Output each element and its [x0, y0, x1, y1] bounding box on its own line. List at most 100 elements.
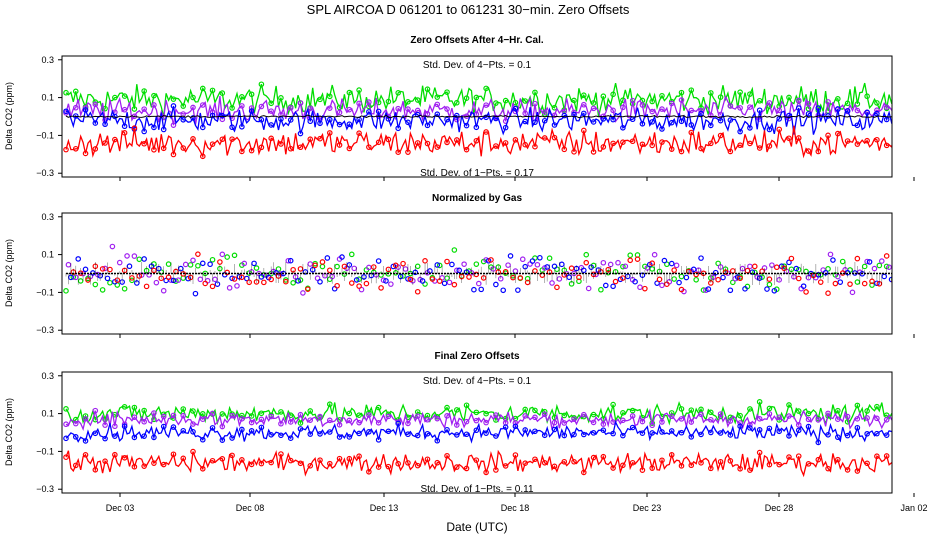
data-point-blue — [515, 287, 521, 293]
data-point-green — [546, 255, 553, 262]
data-point-red — [429, 276, 436, 282]
data-point-purple — [483, 102, 489, 108]
data-point-purple — [405, 420, 411, 427]
data-point-blue — [629, 424, 636, 431]
data-point-blue — [668, 119, 675, 126]
data-point-blue — [278, 116, 284, 122]
data-point-purple — [541, 109, 548, 115]
data-point-green — [874, 403, 880, 410]
data-point-red — [488, 257, 494, 263]
data-point-red — [312, 262, 318, 269]
data-point-green — [405, 99, 411, 105]
y-tick-label: 0.1 — [41, 409, 54, 419]
data-point-purple — [825, 99, 831, 105]
data-point-purple — [776, 414, 783, 421]
data-point-blue — [835, 434, 841, 441]
data-point-red — [451, 281, 458, 288]
data-point-green — [231, 252, 238, 259]
data-point-red — [92, 467, 99, 473]
data-point-blue — [134, 280, 140, 286]
data-point-purple — [258, 416, 265, 423]
data-point-purple — [300, 290, 306, 296]
data-point-red — [788, 255, 795, 262]
data-point-red — [747, 140, 753, 147]
data-point-blue — [395, 420, 401, 427]
data-point-red — [737, 465, 743, 472]
data-point-blue — [493, 281, 499, 288]
data-point-purple — [493, 412, 499, 418]
data-point-red — [400, 260, 406, 267]
data-point-red — [143, 283, 150, 290]
data-point-blue — [815, 105, 822, 111]
annotation-4pts: Std. Dev. of 4−Pts. = 0.1 — [423, 60, 532, 71]
data-point-red — [825, 290, 831, 296]
data-point-purple — [473, 417, 480, 424]
data-point-red — [217, 259, 223, 265]
data-point-red — [199, 153, 206, 160]
data-point-green — [180, 406, 187, 412]
data-point-red — [414, 462, 421, 469]
data-point-blue — [309, 266, 316, 273]
data-point-green — [786, 94, 792, 101]
data-point-red — [160, 461, 167, 468]
x-tick-label: Jan 02 — [900, 503, 927, 513]
data-point-purple — [453, 267, 460, 274]
data-point-green — [715, 260, 721, 267]
data-point-purple — [795, 422, 802, 428]
data-point-blue — [786, 433, 792, 439]
data-point-blue — [668, 428, 675, 434]
data-point-red — [649, 142, 655, 149]
data-point-red — [756, 449, 763, 456]
data-point-red — [512, 137, 519, 143]
data-point-purple — [434, 101, 441, 108]
data-point-green — [451, 247, 458, 253]
data-point-blue — [463, 122, 470, 129]
data-point-red — [649, 260, 655, 267]
data-point-green — [649, 420, 655, 426]
data-point-red — [854, 255, 861, 262]
data-point-blue — [453, 112, 460, 119]
data-point-blue — [126, 263, 133, 270]
data-point-purple — [708, 416, 714, 423]
data-point-blue — [456, 267, 463, 274]
data-point-red — [717, 132, 724, 139]
data-point-blue — [727, 432, 734, 438]
data-point-red — [151, 146, 157, 153]
data-point-green — [346, 410, 353, 417]
data-point-red — [151, 267, 157, 274]
data-point-red — [405, 460, 411, 466]
data-point-blue — [771, 287, 778, 294]
data-point-green — [583, 251, 590, 258]
data-point-blue — [419, 278, 426, 284]
data-point-green — [629, 407, 636, 414]
data-point-red — [287, 457, 294, 464]
data-point-red — [688, 129, 695, 136]
data-point-red — [436, 278, 443, 284]
data-point-blue — [727, 287, 734, 294]
data-point-blue — [239, 426, 245, 433]
data-point-red — [258, 144, 265, 151]
data-point-blue — [102, 121, 108, 128]
data-point-blue — [219, 112, 226, 119]
y-tick-label: −0.3 — [36, 325, 54, 335]
data-point-red — [766, 143, 773, 149]
data-point-blue — [529, 258, 536, 264]
data-point-green — [444, 89, 450, 95]
data-point-purple — [72, 420, 79, 427]
data-point-green — [512, 99, 519, 106]
data-point-red — [319, 259, 326, 265]
data-point-purple — [864, 415, 870, 421]
data-point-green — [297, 420, 304, 426]
data-point-blue — [160, 423, 167, 430]
data-point-red — [756, 145, 763, 151]
data-point-blue — [199, 436, 206, 443]
data-point-purple — [248, 269, 255, 275]
data-point-purple — [497, 275, 504, 282]
data-point-red — [861, 280, 868, 287]
data-point-red — [180, 455, 187, 462]
data-point-red — [678, 286, 685, 293]
data-point-purple — [121, 106, 128, 113]
data-point-red — [795, 135, 802, 141]
data-point-blue — [177, 265, 184, 272]
data-point-red — [803, 289, 809, 295]
